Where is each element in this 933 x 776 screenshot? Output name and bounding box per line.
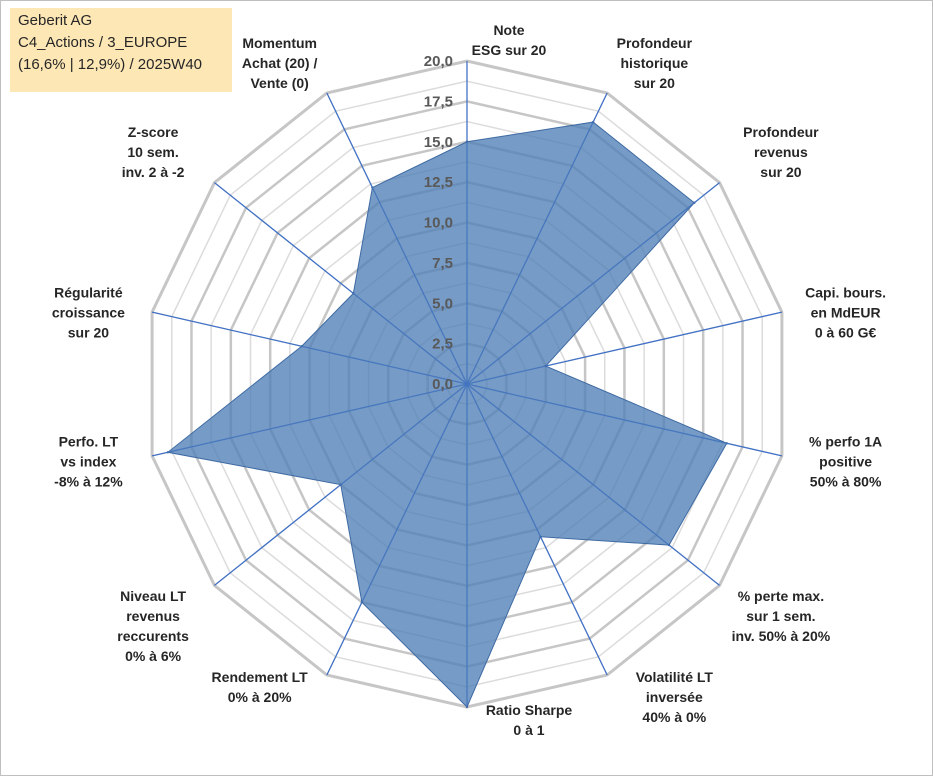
company-name: Geberit AG [18, 12, 93, 29]
axis-label-line: reccurents [117, 628, 189, 644]
tick-label: 10,0 [424, 215, 453, 232]
axis-label-line: Rendement LT [212, 669, 309, 685]
axis-label-line: -8% à 12% [54, 474, 123, 490]
axis-label-line: Note [493, 22, 524, 38]
axis-label-line: vs index [60, 454, 116, 470]
axis-label: Perfo. LT vs index -8% à 12% [54, 434, 123, 490]
axis-label-line: 50% à 80% [810, 474, 882, 490]
axis-label-line: en MdEUR [811, 304, 881, 320]
axis-spoke-overlay [466, 182, 720, 385]
axis-spoke-overlay [466, 383, 720, 586]
tick-label: 5,0 [432, 295, 453, 312]
axis-label-line: Perfo. LT [59, 434, 119, 450]
axis-label-line: Profondeur [743, 124, 819, 140]
tick-label: 2,5 [432, 336, 453, 353]
axis-label-line: 40% à 0% [642, 709, 706, 725]
axis-label-line: Volatilité LT [636, 669, 714, 685]
axis-label: Momentum Achat (20) / Vente (0) [242, 35, 318, 91]
axis-label-line: 0% à 6% [125, 648, 182, 664]
axis-label-line: sur 20 [634, 75, 675, 91]
axis-label-line: sur 1 sem. [746, 608, 815, 624]
axis-label-line: Régularité [54, 284, 123, 300]
axis-label-line: 10 sem. [127, 144, 178, 160]
axis-label-line: inv. 2 à -2 [122, 164, 185, 180]
axis-label-line: Vente (0) [250, 75, 308, 91]
series-area [166, 121, 728, 708]
tick-label: 12,5 [424, 174, 453, 191]
axis-label-line: Ratio Sharpe [486, 702, 573, 718]
axis-label-line: 0 à 1 [513, 722, 544, 738]
axis-label: Z-score 10 sem. inv. 2 à -2 [122, 124, 185, 180]
axis-label-line: croissance [52, 304, 125, 320]
axis-label-line: positive [819, 454, 872, 470]
axis-spoke-overlay [214, 383, 468, 586]
axis-spoke-overlay [151, 311, 468, 385]
axis-label-line: ESG sur 20 [472, 42, 547, 58]
axis-label-line: inv. 50% à 20% [732, 628, 831, 644]
axis-label-line: % perte max. [738, 588, 824, 604]
axis-label-line: Achat (20) / [242, 55, 318, 71]
tick-label: 20,0 [424, 53, 453, 70]
axis-label: Volatilité LT inversée 40% à 0% [636, 669, 714, 725]
axis-label: Régularité croissance sur 20 [52, 284, 125, 340]
portfolio-category: C4_Actions / 3_EUROPE [18, 34, 188, 51]
info-box: Geberit AG C4_Actions / 3_EUROPE (16,6% … [10, 8, 232, 92]
axis-label: % perfo 1A positive 50% à 80% [809, 434, 882, 490]
axis-label: Rendement LT 0% à 20% [212, 669, 309, 705]
axis-spoke-overlay [466, 92, 608, 385]
tick-label: 7,5 [432, 255, 453, 272]
axis-label: Note ESG sur 20 [472, 22, 547, 58]
axis-label: Profondeur revenus sur 20 [743, 124, 819, 180]
axis-label: Capi. bours. en MdEUR 0 à 60 G€ [805, 284, 886, 340]
axis-label-line: Profondeur [617, 35, 693, 51]
radar-series [151, 61, 783, 709]
axis-label-line: 0% à 20% [228, 689, 292, 705]
axis-label-line: sur 20 [68, 324, 109, 340]
axis-spoke-overlay [466, 311, 783, 385]
radar-tick-labels: 0,0 2,5 5,0 7,5 10,0 12,5 15,0 17,5 20,0 [424, 53, 453, 393]
axis-label: Ratio Sharpe 0 à 1 [486, 702, 573, 738]
axis-spoke-overlay [326, 383, 468, 676]
radar-axis-labels: Note ESG sur 20 Profondeur historique sur 20… [52, 22, 886, 738]
axis-label: % perte max. sur 1 sem. inv. 50% à 20% [732, 588, 831, 644]
tick-label: 0,0 [432, 376, 453, 393]
axis-spoke-overlay [151, 383, 468, 457]
axis-label-line: revenus [754, 144, 808, 160]
axis-label-line: Capi. bours. [805, 284, 886, 300]
axis-label-line: Z-score [128, 124, 179, 140]
axis-spoke-overlay [214, 182, 468, 385]
axis-label: Profondeur historique sur 20 [617, 35, 693, 91]
axis-label: Niveau LT revenus reccurents 0% à 6% [117, 588, 189, 664]
axis-label-line: historique [621, 55, 689, 71]
axis-spoke-overlay [326, 92, 468, 385]
axis-label-line: sur 20 [760, 164, 801, 180]
tick-label: 15,0 [424, 134, 453, 151]
axis-label-line: 0 à 60 G€ [815, 324, 877, 340]
axis-label-line: revenus [126, 608, 180, 624]
axis-label-line: % perfo 1A [809, 434, 882, 450]
performance-week: (16,6% | 12,9%) / 2025W40 [18, 56, 202, 73]
axis-label-line: inversée [646, 689, 703, 705]
axis-spoke-overlay [466, 383, 783, 457]
axis-label-line: Momentum [242, 35, 317, 51]
axis-spoke-overlay [466, 383, 608, 676]
axis-label-line: Niveau LT [120, 588, 186, 604]
tick-label: 17,5 [424, 93, 453, 110]
